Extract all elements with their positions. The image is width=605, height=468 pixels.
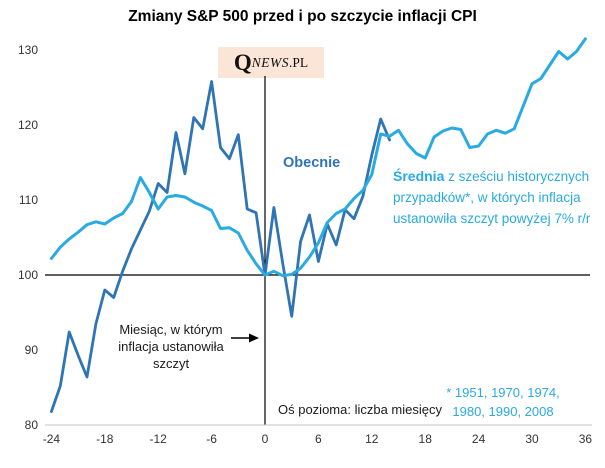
x-axis-ticks: -24 -18 -12 -6 0 6 12 18 24 30 36 <box>43 432 593 446</box>
y-tick-label: 120 <box>18 118 38 132</box>
footnote-line-2: 1980, 1990, 2008 <box>452 404 554 419</box>
y-tick-label: 100 <box>18 268 38 282</box>
x-axis-note: Oś pozioma: liczba miesięcy <box>278 402 442 417</box>
series-label-obecnie: Obecnie <box>283 155 341 171</box>
peak-month-annotation: Miesiąc, w którym inflacja ustanowiła sz… <box>118 322 224 371</box>
x-tick-label: 12 <box>365 432 379 446</box>
logo-q-letter: Q <box>233 50 252 75</box>
x-tick-label: 18 <box>419 432 433 446</box>
x-tick-label: 30 <box>525 432 539 446</box>
series-line-srednia <box>49 37 587 278</box>
x-tick-label: -12 <box>150 432 168 446</box>
y-axis-ticks: 80 90 100 110 120 130 <box>18 43 38 432</box>
x-tick-label: -6 <box>206 432 217 446</box>
series-label-srednia-rest: z sześciu historycznych przypadków*, w k… <box>393 169 591 226</box>
series-lines <box>49 37 587 413</box>
footnote-line-1: * 1951, 1970, 1974, <box>446 385 560 400</box>
x-tick-label: -24 <box>43 432 61 446</box>
footnote-years: * 1951, 1970, 1974, 1980, 1990, 2008 <box>428 383 578 421</box>
y-tick-label: 130 <box>18 43 38 57</box>
y-tick-label: 90 <box>25 343 39 357</box>
series-label-srednia: Średnia z sześciu historycznych przypadk… <box>393 166 599 229</box>
logo-news-text: NEWS <box>251 54 289 70</box>
x-tick-label: 36 <box>579 432 593 446</box>
series-label-srednia-bold: Średnia <box>393 168 445 184</box>
x-tick-label: 0 <box>262 432 269 446</box>
x-tick-label: -18 <box>96 432 114 446</box>
y-tick-label: 80 <box>25 418 39 432</box>
qnews-logo: Q NEWS .PL <box>218 47 324 78</box>
x-tick-label: 6 <box>315 432 322 446</box>
annotation-arrow-icon <box>231 333 259 343</box>
chart-title: Zmiany S&P 500 przed i po szczycie infla… <box>128 8 477 25</box>
x-tick-label: 24 <box>472 432 486 446</box>
y-tick-label: 110 <box>19 193 38 207</box>
series-line-obecnie <box>50 80 392 413</box>
logo-pl-text: .PL <box>289 54 309 70</box>
